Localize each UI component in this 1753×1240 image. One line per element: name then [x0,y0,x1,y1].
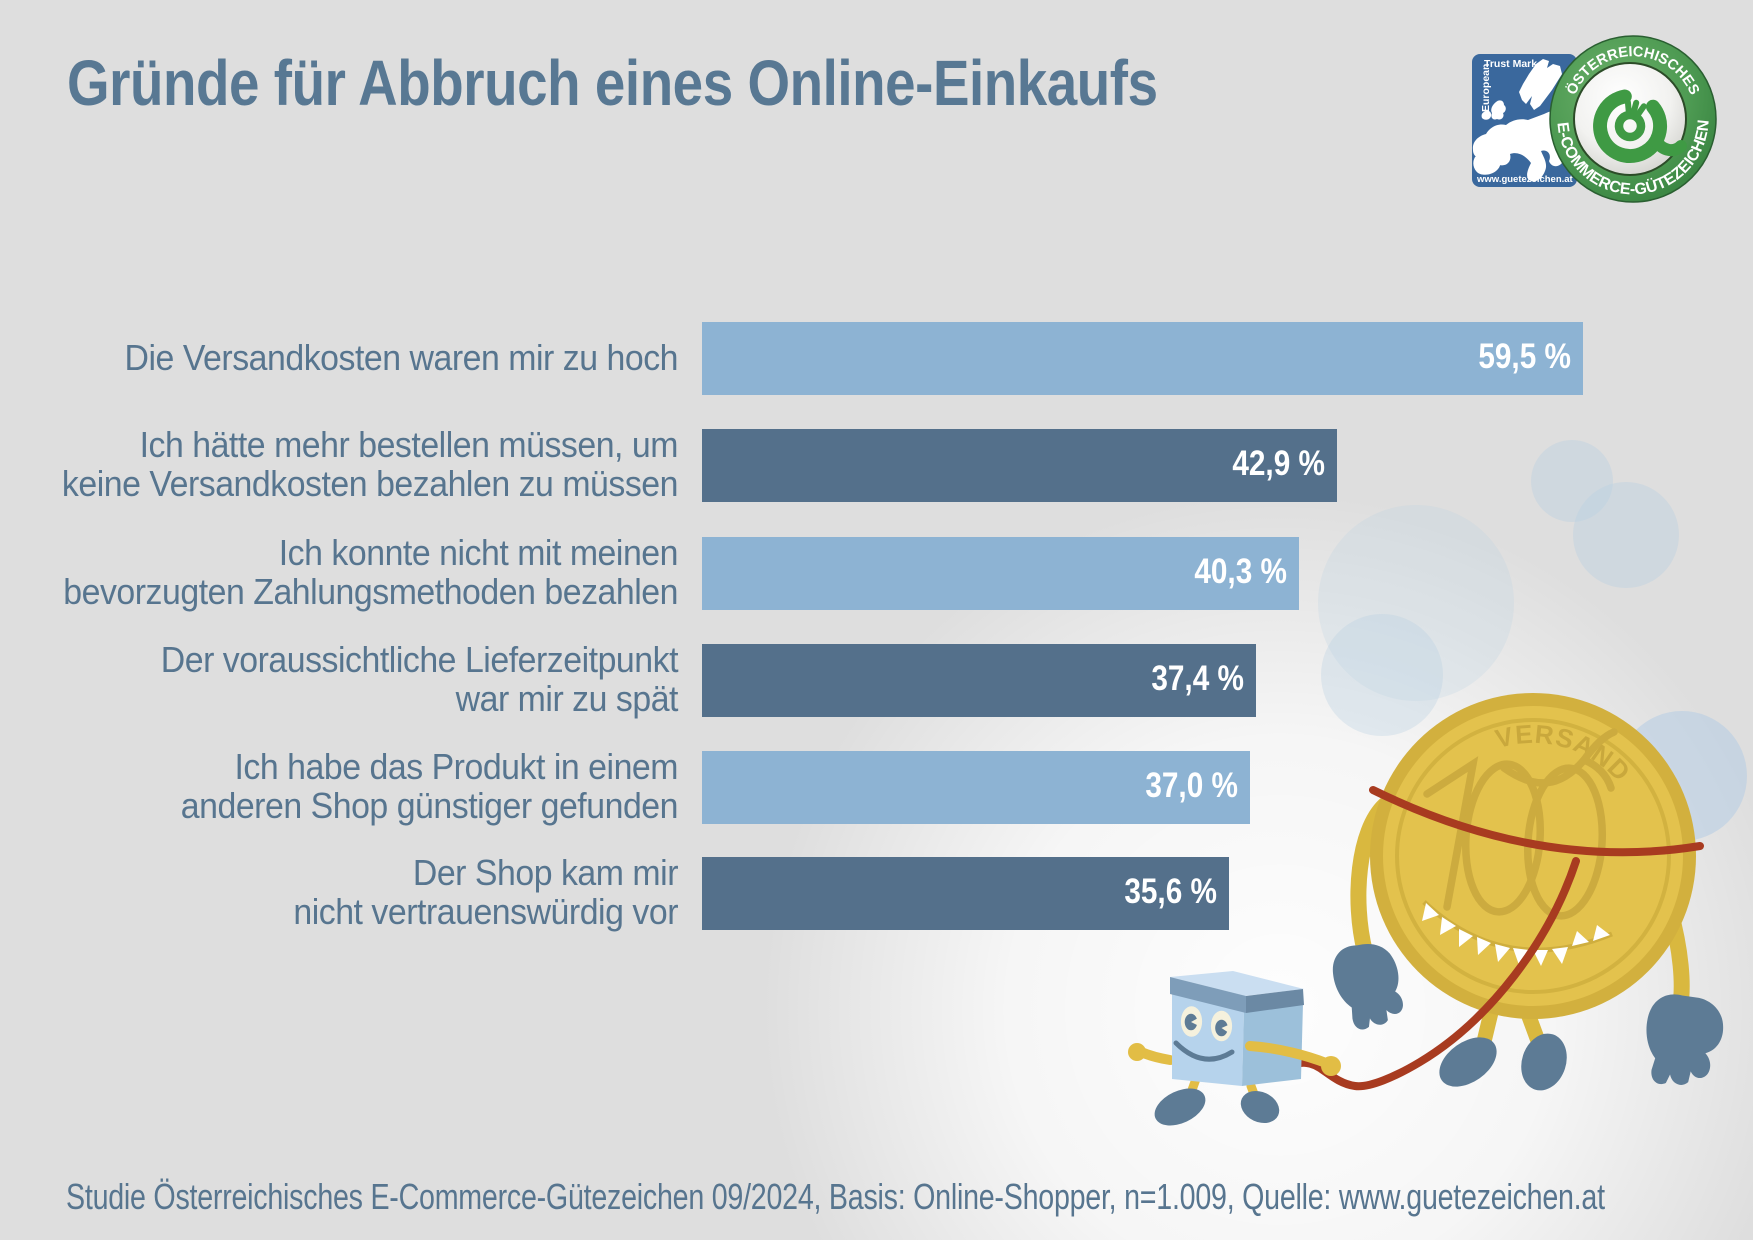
svg-text:Trust Mark: Trust Mark [1484,58,1537,70]
svg-text:European: European [1480,64,1492,112]
svg-text:www.guetezeichen.at: www.guetezeichen.at [1476,174,1574,185]
